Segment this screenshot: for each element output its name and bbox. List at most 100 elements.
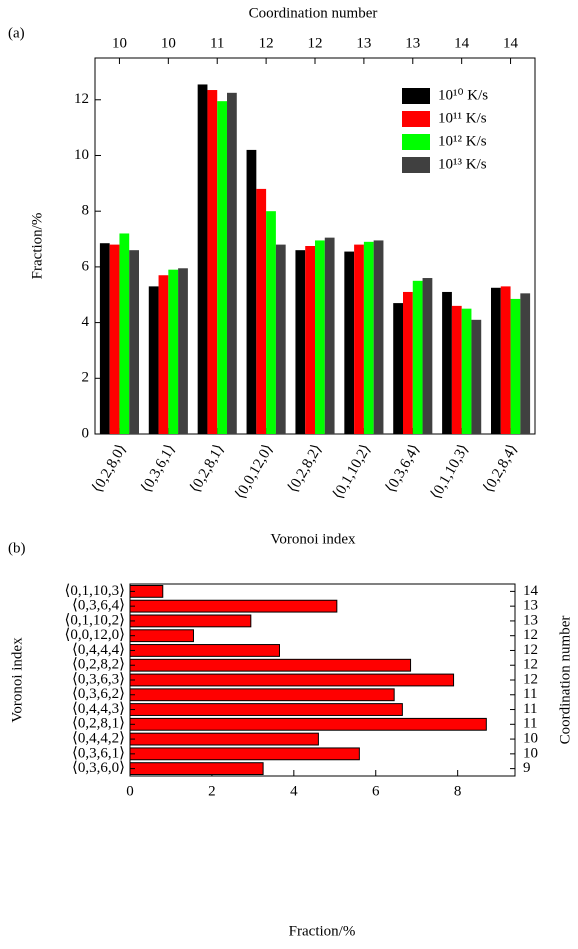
x-tick-label: ⟨0,2,8,1⟩ — [187, 442, 227, 496]
bar — [246, 149, 257, 434]
top-tick-label: 12 — [259, 35, 274, 51]
y2-tick-label: 12 — [523, 627, 538, 643]
x-tick-label: 2 — [208, 783, 216, 799]
bar — [197, 84, 208, 434]
bar — [129, 658, 412, 672]
bar — [461, 308, 472, 434]
x-tick-label: ⟨0,1,10,2⟩ — [330, 442, 374, 502]
bar — [491, 287, 501, 434]
y-tick-label: ⟨0,4,4,3⟩ — [72, 701, 125, 717]
x-tick-label: ⟨0,0,12,0⟩ — [232, 442, 276, 502]
legend-swatch — [402, 111, 430, 127]
bar — [129, 717, 487, 731]
bar — [412, 280, 423, 434]
y2-tick-label: 9 — [523, 760, 531, 776]
y2-tick-label: 13 — [523, 612, 538, 628]
y-tick-label: ⟨0,0,12,0⟩ — [65, 627, 125, 643]
bar — [129, 644, 280, 657]
bar — [207, 90, 218, 434]
bar — [422, 278, 433, 434]
y-tick-label: 4 — [82, 314, 90, 330]
bar — [471, 319, 482, 434]
y-tick-label: ⟨0,1,10,3⟩ — [65, 583, 125, 599]
top-tick-label: 10 — [112, 35, 127, 51]
y-tick-label: ⟨0,2,8,2⟩ — [72, 657, 125, 673]
x-tick-label: ⟨0,1,10,3⟩ — [428, 442, 472, 502]
bar — [148, 286, 159, 434]
x-tick-label: 4 — [290, 783, 298, 799]
bar — [266, 211, 276, 434]
legend-label: 10¹² K/s — [438, 133, 487, 149]
y2-tick-label: 11 — [523, 701, 537, 717]
y-tick-label: 10 — [74, 147, 89, 163]
bar — [129, 747, 360, 761]
y-tick-label: 8 — [82, 203, 90, 219]
y-tick-label: ⟨0,3,6,1⟩ — [72, 745, 125, 761]
legend-swatch — [402, 88, 430, 104]
bar — [373, 240, 384, 434]
x-tick-label: ⟨0,3,6,1⟩ — [138, 442, 178, 496]
top-tick-label: 14 — [503, 35, 519, 51]
top-tick-label: 11 — [210, 35, 224, 51]
top-tick-label: 12 — [308, 35, 323, 51]
top-tick-label: 13 — [356, 35, 371, 51]
y-tick-label: 2 — [82, 370, 90, 386]
y2-tick-label: 11 — [523, 686, 537, 702]
bar — [324, 237, 335, 434]
bar — [99, 243, 110, 434]
top-tick-label: 10 — [161, 35, 176, 51]
legend-label: 10¹⁰ K/s — [438, 87, 488, 103]
bar — [129, 762, 264, 776]
x-tick-label: 6 — [372, 783, 380, 799]
bar — [363, 241, 374, 434]
bar — [129, 673, 455, 687]
y2-tick-label: 14 — [523, 583, 539, 599]
x-axis-title: Fraction/% — [289, 923, 356, 939]
y-tick-label: 6 — [82, 258, 90, 274]
bar — [158, 275, 169, 434]
legend-swatch — [402, 134, 430, 150]
bar — [129, 614, 252, 628]
y2-tick-label: 11 — [523, 716, 537, 732]
x-axis-title: Voronoi index — [270, 531, 356, 547]
bar — [227, 92, 237, 434]
y-tick-label: ⟨0,3,6,0⟩ — [72, 760, 125, 776]
y-tick-label: ⟨0,1,10,2⟩ — [65, 612, 125, 628]
bar — [256, 188, 267, 434]
x-tick-label: 0 — [126, 783, 134, 799]
x-tick-label: ⟨0,3,6,4⟩ — [383, 442, 423, 496]
legend-swatch — [402, 157, 430, 173]
panel-label: (b) — [8, 540, 26, 556]
bar — [168, 269, 179, 434]
bar — [129, 250, 139, 434]
top-axis-title: Coordination number — [249, 5, 378, 21]
top-tick-label: 13 — [405, 35, 420, 51]
bar — [354, 244, 364, 434]
y2-tick-label: 12 — [523, 657, 538, 673]
bar — [451, 305, 462, 434]
bar — [295, 250, 306, 434]
x-tick-label: 8 — [454, 783, 462, 799]
x-tick-label: ⟨0,2,8,2⟩ — [285, 442, 325, 496]
bar — [442, 291, 452, 434]
y2-tick-label: 12 — [523, 671, 538, 687]
bar — [305, 246, 315, 434]
bar — [315, 240, 325, 434]
y-tick-label: ⟨0,3,6,2⟩ — [72, 686, 125, 702]
bar — [217, 101, 227, 434]
bar — [510, 298, 521, 434]
x-tick-label: ⟨0,2,8,0⟩ — [90, 442, 130, 496]
panel-label: (a) — [8, 25, 25, 41]
y-tick-label: 12 — [74, 91, 89, 107]
y2-axis-title: Coordination number — [557, 616, 573, 745]
bar — [500, 286, 511, 434]
top-tick-label: 14 — [454, 35, 470, 51]
y2-tick-label: 13 — [523, 598, 538, 614]
y2-tick-label: 10 — [523, 731, 538, 747]
bar — [403, 291, 413, 434]
y-axis-title: Voronoi index — [9, 637, 25, 723]
y-tick-label: ⟨0,2,8,1⟩ — [72, 716, 125, 732]
bar — [109, 244, 120, 434]
y-tick-label: ⟨0,4,4,2⟩ — [72, 731, 125, 747]
